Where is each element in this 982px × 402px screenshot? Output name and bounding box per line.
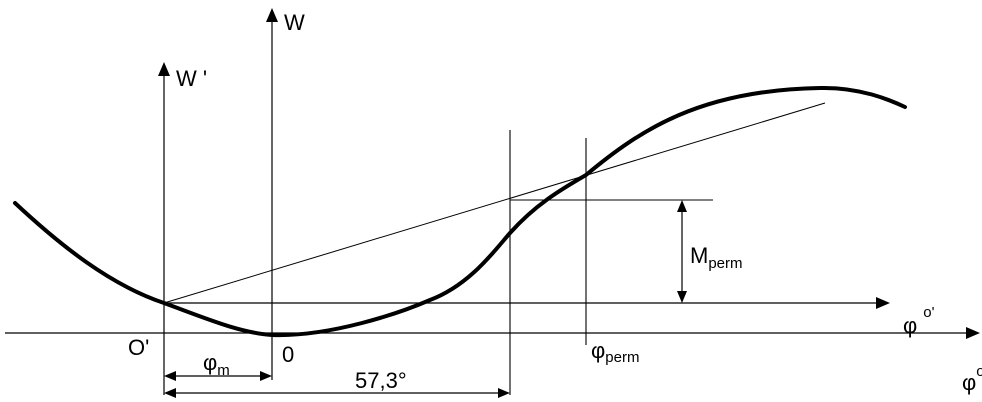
phi-m-sub: m xyxy=(217,362,230,379)
phi-prime-axis-arrow-icon xyxy=(876,297,890,309)
angle-57-arrow-left-icon xyxy=(164,388,176,398)
angle-57-arrow-right-icon xyxy=(498,388,510,398)
phi-perm-label: φperm xyxy=(591,338,639,366)
m-perm-sub: perm xyxy=(708,255,742,272)
w-curve xyxy=(13,85,907,338)
secant-line xyxy=(163,102,826,304)
phi-m-arrow-left-icon xyxy=(164,371,176,381)
origin-label: 0 xyxy=(282,342,294,367)
phi-perm-main: φ xyxy=(591,338,605,363)
phi-axis-label: φo xyxy=(962,363,982,395)
phi-m-main: φ xyxy=(203,350,217,375)
w-prime-axis-label: W ' xyxy=(176,66,207,91)
w-prime-axis-arrow-icon xyxy=(158,62,170,76)
phi-sup: o xyxy=(976,363,982,380)
phi-m-arrow-right-icon xyxy=(260,371,272,381)
phi-m-label: φm xyxy=(203,350,230,379)
m-perm-main: M xyxy=(690,243,708,268)
m-perm-arrow-top-icon xyxy=(677,200,687,212)
m-perm-arrow-bottom-icon xyxy=(677,291,687,303)
phi-prime-axis-label: φ o' xyxy=(903,304,935,338)
origin-prime-label: O' xyxy=(128,335,149,360)
w-axis-arrow-icon xyxy=(266,8,278,22)
angle-57-label: 57,3° xyxy=(355,368,407,393)
m-perm-label: Mperm xyxy=(690,243,743,272)
phi-axis-arrow-icon xyxy=(966,327,980,339)
phi-prime-main: φ xyxy=(903,313,917,338)
w-axis-label: W xyxy=(284,10,305,35)
phi-perm-sub: perm xyxy=(605,349,639,366)
phi-main: φ xyxy=(962,370,976,395)
phi-prime-sup: o' xyxy=(923,304,934,321)
